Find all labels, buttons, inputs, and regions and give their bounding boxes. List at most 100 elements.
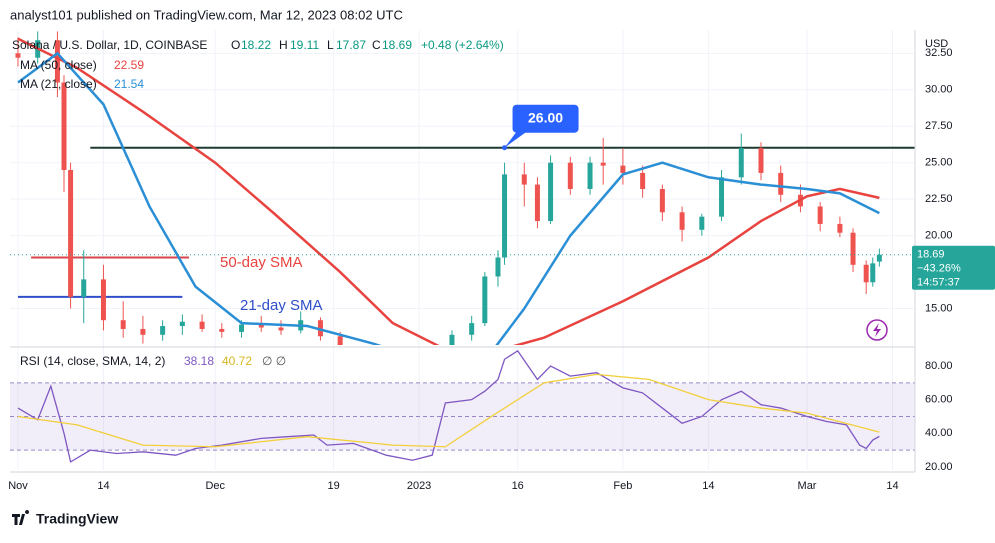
y-tick-label: 32.50 bbox=[925, 47, 953, 59]
y-tick-label: 20.00 bbox=[925, 230, 953, 242]
candle-body bbox=[482, 276, 488, 324]
candle-body bbox=[870, 263, 876, 283]
candle-body bbox=[15, 53, 21, 58]
candle-body bbox=[61, 82, 67, 170]
callout-box bbox=[512, 104, 579, 133]
candle-body bbox=[567, 162, 573, 189]
rsi-tick-label: 40.00 bbox=[925, 427, 953, 439]
y-tick-label: 27.50 bbox=[925, 120, 953, 132]
annotation: 50-day SMA bbox=[220, 254, 303, 271]
rsi-value: 38.18 bbox=[184, 354, 214, 368]
x-tick-label: Feb bbox=[613, 480, 632, 492]
ohlc-close: 18.69 bbox=[382, 38, 412, 52]
y-tick-label: 25.00 bbox=[925, 157, 953, 169]
ohlc-low: 17.87 bbox=[336, 38, 366, 52]
candle-body bbox=[521, 174, 527, 185]
legend-ma50: MA (50, close) bbox=[20, 58, 97, 72]
rsi-tick-label: 80.00 bbox=[925, 360, 953, 372]
ohlc-open: 18.22 bbox=[241, 38, 271, 52]
candle-body bbox=[317, 320, 323, 337]
rsi-legend: RSI (14, close, SMA, 14, 2) bbox=[20, 354, 165, 368]
candle-body bbox=[54, 40, 60, 83]
candle-body bbox=[587, 162, 593, 189]
candle-body bbox=[502, 174, 508, 258]
header: analyst101 published on TradingView.com,… bbox=[10, 7, 403, 22]
annotation: 21-day SMA bbox=[240, 297, 323, 314]
series-line bbox=[17, 37, 880, 345]
legend-ma21-value: 21.54 bbox=[114, 77, 144, 91]
candle-body bbox=[738, 148, 744, 178]
candle-body bbox=[100, 279, 106, 321]
candle-body bbox=[876, 254, 882, 262]
candle-body bbox=[778, 172, 784, 195]
legend-ma50-value: 22.59 bbox=[114, 58, 144, 72]
y-tick-label: 15.00 bbox=[925, 302, 953, 314]
candle-body bbox=[140, 328, 146, 335]
candle-body bbox=[534, 184, 540, 222]
candle-body bbox=[278, 327, 284, 331]
ohlc-high: 19.11 bbox=[290, 38, 319, 52]
candle-body bbox=[495, 257, 501, 277]
countdown-label: 14:57:37 bbox=[917, 277, 960, 289]
candle-body bbox=[81, 279, 87, 297]
series-line bbox=[17, 51, 880, 345]
candle-body bbox=[758, 148, 764, 173]
candle-body bbox=[600, 162, 606, 166]
x-tick-label: 14 bbox=[702, 480, 714, 492]
candle-body bbox=[337, 336, 343, 345]
x-tick-label: Mar bbox=[798, 480, 817, 492]
candle-body bbox=[699, 216, 705, 230]
x-tick-label: Dec bbox=[205, 480, 225, 492]
rsi-tick-label: 20.00 bbox=[925, 461, 953, 473]
candle-body bbox=[640, 172, 646, 189]
candle-body bbox=[850, 232, 856, 265]
candle-body bbox=[179, 321, 185, 327]
ohlc-prefix: L bbox=[327, 38, 334, 52]
candle-body bbox=[199, 321, 205, 329]
price-label: 18.69 bbox=[917, 249, 945, 261]
x-tick-label: 14 bbox=[886, 480, 898, 492]
ohlc-prefix: O bbox=[231, 38, 240, 52]
x-tick-label: 2023 bbox=[407, 480, 431, 492]
rsi-band bbox=[10, 382, 915, 451]
candle-body bbox=[120, 320, 126, 329]
x-tick-label: Nov bbox=[8, 480, 28, 492]
price-label-box bbox=[912, 245, 995, 290]
candle-body bbox=[239, 324, 245, 332]
ohlc-prefix: H bbox=[279, 38, 288, 52]
legend-ma21: MA (21, close) bbox=[20, 77, 97, 91]
ohlc-change: +0.48 (+2.64%) bbox=[421, 38, 504, 52]
series-line bbox=[17, 350, 880, 463]
callout-pointer bbox=[504, 131, 527, 148]
alert-icon[interactable] bbox=[866, 319, 888, 341]
x-tick-label: 14 bbox=[97, 480, 109, 492]
currency: USD bbox=[925, 38, 948, 50]
rsi-sma-value: 40.72 bbox=[222, 354, 252, 368]
candle-body bbox=[160, 326, 166, 335]
candle-body bbox=[837, 223, 843, 233]
rsi-tick-label: 60.00 bbox=[925, 394, 953, 406]
candle-body bbox=[659, 188, 665, 213]
x-tick-label: 19 bbox=[327, 480, 339, 492]
rsi-pane bbox=[17, 350, 880, 463]
candle-body bbox=[863, 264, 869, 283]
symbol-title: Solana / U.S. Dollar, 1D, COINBASE bbox=[12, 38, 207, 52]
y-tick-label: 22.50 bbox=[925, 193, 953, 205]
candle-body bbox=[258, 324, 264, 328]
series-line bbox=[17, 373, 880, 448]
logo bbox=[12, 510, 30, 525]
footer-brand: TradingView bbox=[36, 511, 118, 527]
candle-body bbox=[68, 170, 74, 297]
x-tick-label: 16 bbox=[512, 480, 524, 492]
candle-body bbox=[679, 212, 685, 230]
y-tick-label: 30.00 bbox=[925, 84, 953, 96]
ohlc-prefix: C bbox=[372, 38, 381, 52]
grid bbox=[10, 30, 915, 470]
candle-body bbox=[817, 206, 823, 224]
rsi-extra: ∅ ∅ bbox=[262, 354, 286, 368]
candle-body bbox=[469, 323, 475, 335]
candle-body bbox=[219, 328, 225, 332]
candle-body bbox=[620, 165, 626, 173]
callout-label: 26.00 bbox=[528, 109, 563, 125]
